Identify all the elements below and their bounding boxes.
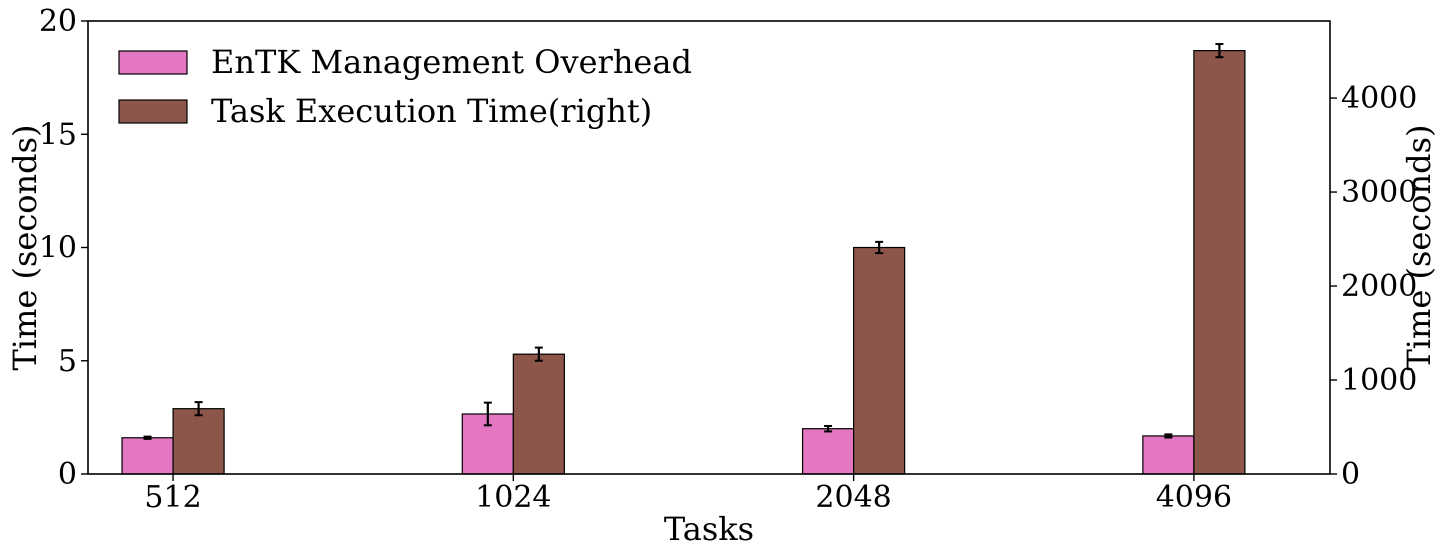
left-y-tick-label: 10 [39,231,77,266]
x-tick-label: 2048 [815,480,891,515]
errorbars-layer [143,43,1224,440]
right-y-tick-label: 4000 [1341,81,1417,116]
right-y-tick-label: 1000 [1341,363,1417,398]
x-axis-title: Tasks [664,510,754,548]
left-y-axis-title: Time (seconds) [6,124,44,370]
legend-label-task-execution-time: Task Execution Time(right) [211,92,652,130]
left-y-tick-label: 0 [58,457,77,492]
bar-management-overhead-2048 [801,428,855,475]
legend-swatch-management-overhead [118,50,188,75]
legend-swatch-task-execution-time [118,99,188,124]
x-tick-label: 512 [144,480,201,515]
left-y-axis: 0 5 10 15 20 [39,4,88,492]
plot-frame [87,20,1331,475]
left-y-tick-label: 20 [39,4,77,39]
right-y-tick-label: 3000 [1341,175,1417,210]
bars-layer [121,50,1246,475]
bar-management-overhead-512 [121,437,174,475]
right-y-axis-title: Time (seconds) [1400,124,1438,370]
right-y-tick-label: 0 [1341,457,1360,492]
bar-management-overhead-4096 [1142,435,1195,475]
legend: EnTK Management Overhead Task Execution … [118,43,692,130]
x-axis: 512 1024 2048 4096 [144,474,1232,515]
left-y-tick-label: 15 [39,117,77,152]
right-y-tick-label: 2000 [1341,269,1417,304]
bar-task-execution-time-512 [172,408,225,475]
right-y-axis: 0 1000 2000 3000 4000 [1330,81,1417,492]
bar-task-execution-time-4096 [1193,50,1246,475]
left-y-tick-label: 5 [58,344,77,379]
legend-label-management-overhead: EnTK Management Overhead [211,43,692,81]
bar-task-execution-time-1024 [512,353,565,475]
bar-task-execution-time-2048 [853,246,906,475]
x-tick-label: 1024 [475,480,551,515]
x-tick-label: 4096 [1156,480,1232,515]
